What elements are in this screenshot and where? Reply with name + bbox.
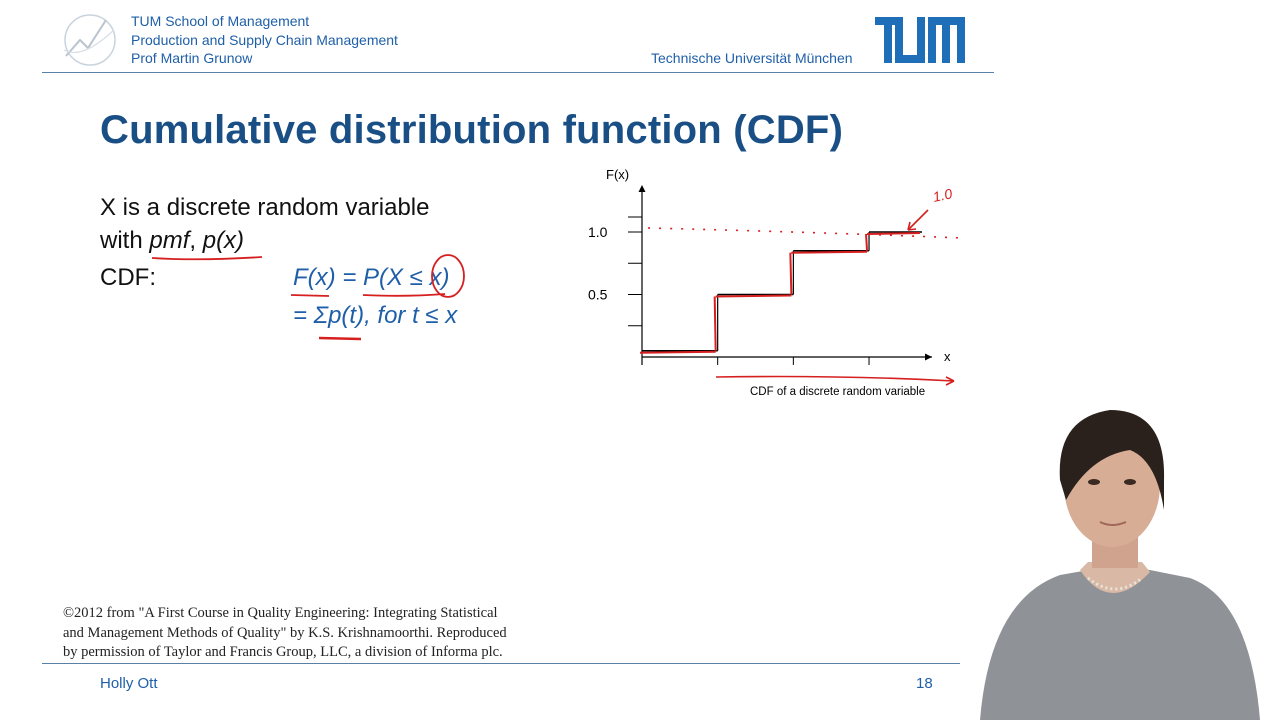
body-line-2-sep: , (189, 227, 203, 254)
y-tick-label: 0.5 (588, 287, 608, 303)
x-axis-ink-arrow (715, 375, 955, 386)
body-line-2-prefix: with (100, 227, 150, 254)
cdf-step-ink-trace (639, 350, 716, 354)
chart-ink-arrow (907, 209, 929, 231)
slide-title: Cumulative distribution function (CDF) (100, 108, 844, 152)
cdf-jump-ink-trace (789, 252, 793, 295)
body-line-2: with pmf, p(x) (100, 227, 244, 255)
y-axis-arrow (638, 185, 646, 192)
header-institution-block: TUM School of Management Production and … (131, 12, 398, 68)
citation-line-1: ©2012 from "A First Course in Quality En… (63, 605, 498, 621)
body-line-3: CDF: (100, 264, 156, 291)
handwritten-formula-line-1: F(x) = P(X ≤ x) (293, 264, 450, 291)
header-department: Production and Supply Chain Management (131, 31, 398, 48)
citation-line-2: and Management Methods of Quality" by K.… (63, 624, 507, 641)
y-axis-label: F(x) (606, 167, 629, 182)
footer-divider (42, 663, 970, 664)
px-term: p(x) (202, 227, 245, 254)
cdf-step-ink-trace (715, 294, 792, 298)
header-university: Technische Universität München (651, 50, 853, 66)
x-axis-label: x (944, 349, 951, 364)
cdf-jump-ink-trace (713, 296, 717, 351)
x-axis-arrow (925, 353, 932, 361)
cdf-chart: F(x) x 1.0 0.5 1.0 CDF of a discrete random v… (588, 167, 963, 398)
cdf-step-ink-trace (867, 232, 921, 235)
pmf-underline-annotation (151, 256, 263, 261)
formula-red-annotations (290, 254, 465, 341)
body-line-1: X is a discrete random variable (100, 194, 430, 221)
header-school-name: TUM School of Management (131, 13, 310, 29)
y-tick-label: 1.0 (588, 224, 608, 240)
footer-author: Holly Ott (100, 675, 158, 692)
cdf-jump-ink-trace (865, 233, 869, 251)
slide-header: TUM School of Management Production and … (0, 0, 1000, 74)
cdf-step-ink-trace (791, 250, 868, 254)
presenter-video (960, 400, 1280, 720)
chart-caption: CDF of a discrete random variable (750, 386, 925, 398)
pmf-term: pmf (149, 227, 190, 254)
footer-page-number: 18 (916, 675, 933, 692)
header-professor: Prof Martin Grunow (131, 50, 253, 66)
school-logo-icon (63, 14, 116, 66)
tum-logo-icon (875, 17, 965, 63)
handwritten-formula-line-2: = Σp(t), for t ≤ x (293, 302, 458, 329)
citation-line-3: by permission of Taylor and Francis Grou… (63, 644, 503, 660)
citation-block: ©2012 from "A First Course in Quality En… (63, 604, 583, 663)
header-divider (42, 72, 994, 73)
chart-ink-note: 1.0 (931, 185, 954, 205)
